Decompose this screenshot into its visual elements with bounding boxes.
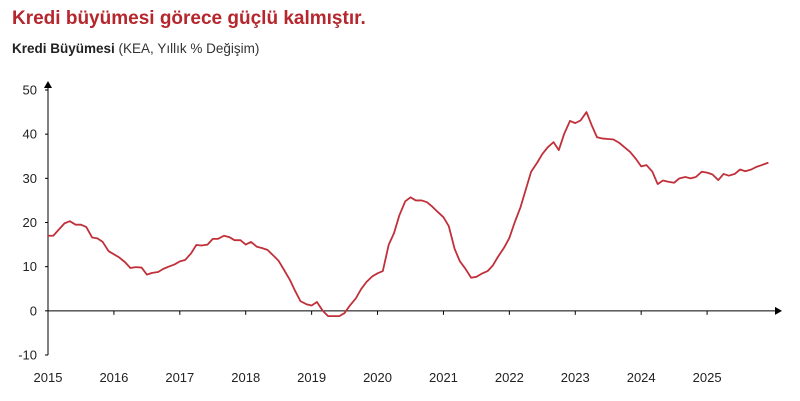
y-tick-label: -10 [18,348,37,363]
x-tick-label: 2022 [495,370,524,385]
x-tick-label: 2019 [297,370,326,385]
chart-title: Kredi büyümesi görece güçlü kalmıştır. [12,8,366,29]
chart-subtitle: Kredi Büyümesi (KEA, Yıllık % Değişim) [12,41,259,56]
y-tick-label: 10 [23,259,37,274]
subtitle-units: (KEA, Yıllık % Değişim) [118,41,260,56]
x-tick-label: 2018 [231,370,260,385]
x-tick-label: 2015 [34,370,63,385]
x-tick-label: 2016 [99,370,128,385]
x-tick-label: 2024 [627,370,656,385]
subtitle-bold: Kredi Büyümesi [12,41,115,56]
y-axis-arrow [44,81,52,88]
y-tick-label: 0 [30,303,37,318]
x-tick-label: 2021 [429,370,458,385]
x-axis-arrow [775,306,782,315]
y-tick-label: 20 [23,215,37,230]
x-tick-label: 2023 [561,370,590,385]
x-tick-label: 2020 [363,370,392,385]
series-line [47,111,769,318]
y-tick-label: 50 [23,83,37,98]
y-tick-label: 40 [23,127,37,142]
y-tick-label: 30 [23,171,37,186]
x-tick-label: 2025 [693,370,722,385]
x-tick-label: 2017 [165,370,194,385]
